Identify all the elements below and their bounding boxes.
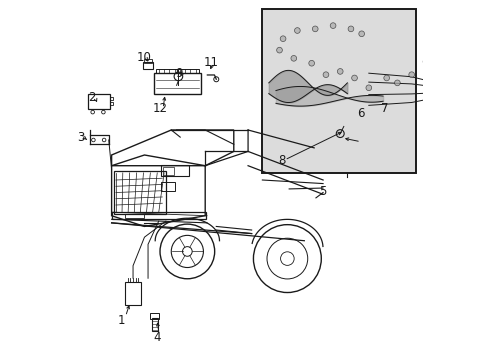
Bar xyxy=(110,102,113,105)
Bar xyxy=(111,212,206,219)
Bar xyxy=(154,73,201,94)
Text: 12: 12 xyxy=(152,102,167,115)
Circle shape xyxy=(358,31,364,37)
Circle shape xyxy=(294,28,300,33)
Bar xyxy=(163,167,173,175)
Bar xyxy=(261,9,415,173)
Bar xyxy=(125,282,141,305)
Circle shape xyxy=(276,47,282,53)
Circle shape xyxy=(337,68,343,74)
Bar xyxy=(142,62,153,69)
Circle shape xyxy=(323,72,328,77)
Circle shape xyxy=(312,26,317,32)
Circle shape xyxy=(347,26,353,32)
Circle shape xyxy=(365,85,371,91)
Text: 9: 9 xyxy=(175,67,183,80)
Text: 6: 6 xyxy=(356,107,364,120)
Bar xyxy=(160,165,189,176)
Text: 11: 11 xyxy=(203,55,219,69)
Text: 8: 8 xyxy=(277,154,285,167)
Circle shape xyxy=(290,55,296,61)
Text: 4: 4 xyxy=(153,331,161,344)
Bar xyxy=(144,59,151,63)
Circle shape xyxy=(308,60,314,66)
Circle shape xyxy=(351,75,357,81)
Bar xyxy=(151,318,158,331)
Circle shape xyxy=(394,80,400,86)
Bar xyxy=(110,97,113,100)
Text: 2: 2 xyxy=(88,91,95,104)
Circle shape xyxy=(408,72,414,77)
Circle shape xyxy=(329,23,335,28)
Bar xyxy=(114,171,165,214)
Bar xyxy=(160,182,175,191)
Text: 1: 1 xyxy=(117,314,125,327)
Circle shape xyxy=(422,59,428,64)
Bar xyxy=(156,68,199,73)
Text: 3: 3 xyxy=(77,131,84,144)
Text: 10: 10 xyxy=(136,51,151,64)
Circle shape xyxy=(383,75,389,81)
Bar xyxy=(150,313,159,319)
Circle shape xyxy=(280,36,285,41)
Text: 7: 7 xyxy=(381,102,388,115)
Bar xyxy=(124,213,144,218)
Bar xyxy=(88,94,110,109)
Text: 5: 5 xyxy=(318,185,325,198)
Circle shape xyxy=(436,52,442,58)
